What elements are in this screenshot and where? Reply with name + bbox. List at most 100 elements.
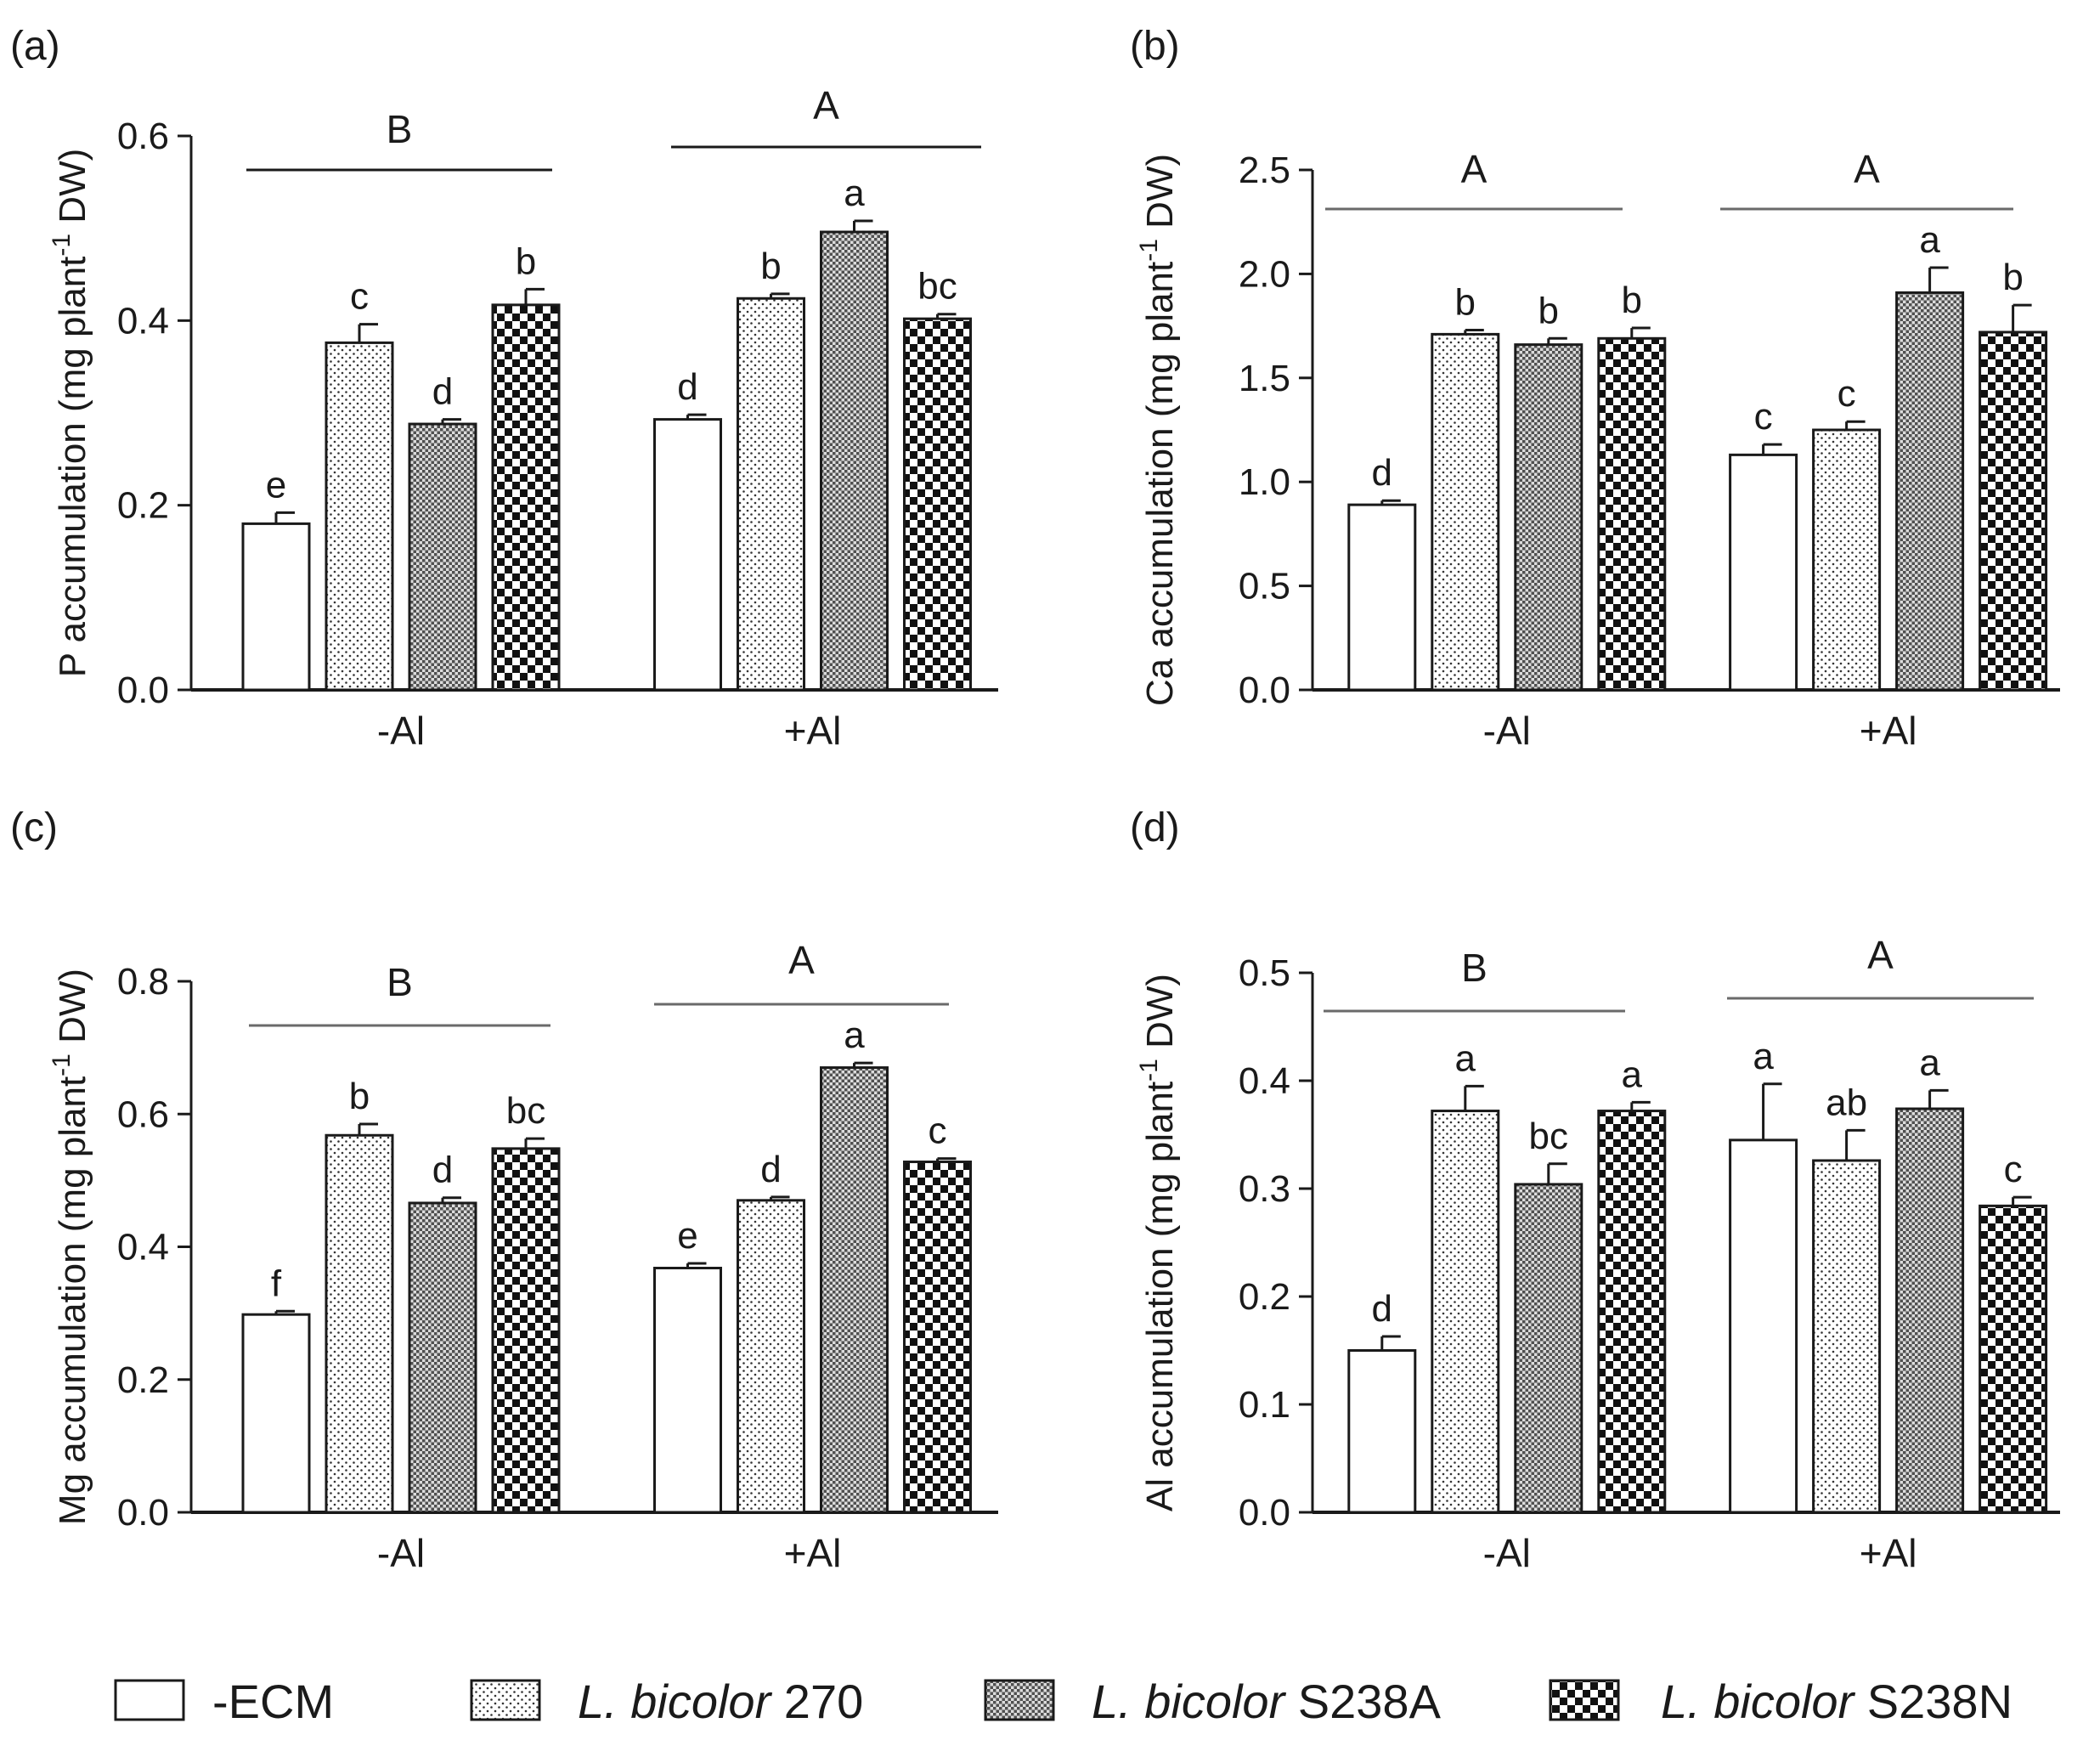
- significance-letter: d: [677, 366, 697, 408]
- y-tick-label: 0.3: [1239, 1168, 1290, 1210]
- y-tick-label: 2.0: [1239, 253, 1290, 295]
- significance-letter: b: [760, 246, 781, 287]
- bar: [1431, 332, 1500, 692]
- significance-letter: f: [271, 1263, 282, 1304]
- significance-letter: d: [760, 1149, 781, 1190]
- bar: [903, 317, 972, 692]
- bar: [1347, 1349, 1417, 1514]
- panel-label: (a): [10, 24, 60, 69]
- x-category-label: +Al: [784, 709, 842, 753]
- x-category-label: +Al: [1860, 1531, 1917, 1575]
- bar: [325, 1133, 394, 1514]
- legend-swatch: [984, 1679, 1055, 1721]
- significance-letter: e: [266, 464, 286, 506]
- bar: [1729, 1138, 1798, 1514]
- significance-letter: a: [844, 172, 865, 214]
- significance-letter: d: [432, 1150, 453, 1191]
- bar: [1979, 330, 2048, 692]
- legend-label: L. bicolor S238N: [1661, 1675, 2012, 1728]
- legend-swatch: [470, 1679, 541, 1721]
- x-category-label: -Al: [377, 709, 425, 753]
- chart-panel-c: (c) 0.0 0.2 0.4 0.6 0.8 Mg accumulation (mg pl…: [10, 805, 998, 1575]
- significance-letter: b: [1538, 290, 1559, 331]
- bar: [1812, 428, 1882, 692]
- group-letter: B: [387, 960, 413, 1004]
- significance-letter: bc: [917, 266, 957, 308]
- legend-swatch: [114, 1679, 185, 1721]
- y-axis-title: Mg accumulation (mg plant-1 DW): [48, 969, 93, 1525]
- bar: [653, 418, 722, 692]
- significance-letter: b: [349, 1076, 370, 1117]
- x-category-label: +Al: [784, 1531, 842, 1575]
- y-tick-label: 0.1: [1239, 1384, 1290, 1426]
- bar: [1431, 1110, 1500, 1514]
- y-tick-label: 0.0: [117, 1492, 169, 1534]
- y-tick-label: 0.5: [1239, 566, 1290, 607]
- group-letter: A: [813, 83, 839, 127]
- group-letter: A: [788, 938, 815, 982]
- significance-letter: a: [1753, 1036, 1774, 1077]
- bar: [903, 1161, 972, 1514]
- legend-label: L. bicolor S238A: [1092, 1675, 1442, 1728]
- y-tick-label: 0.6: [117, 116, 169, 157]
- bar: [1597, 1110, 1667, 1514]
- y-tick-label: 1.5: [1239, 358, 1290, 399]
- bar: [491, 1147, 561, 1514]
- y-tick-label: 0.0: [117, 669, 169, 711]
- bar: [1895, 1107, 1965, 1514]
- significance-letter: c: [2004, 1149, 2023, 1190]
- bar: [1895, 291, 1965, 692]
- significance-letter: c: [929, 1110, 947, 1152]
- significance-letter: c: [1754, 396, 1773, 438]
- bar: [408, 422, 477, 692]
- y-tick-label: 0.4: [1239, 1060, 1290, 1102]
- bar: [820, 1066, 889, 1514]
- y-tick-label: 2.5: [1239, 150, 1290, 191]
- legend-item: -ECM: [114, 1675, 334, 1728]
- chart-panel-d: (d) 0.0 0.1 0.2 0.3 0.4 0.5 Al accumulation (mg…: [1130, 805, 2060, 1575]
- significance-letter: c: [1838, 373, 1856, 415]
- significance-letter: a: [1455, 1037, 1476, 1079]
- y-tick-label: 0.2: [117, 485, 169, 527]
- y-tick-label: 0.0: [1239, 669, 1290, 711]
- bar: [1514, 343, 1583, 692]
- group-letter: A: [1461, 147, 1488, 191]
- significance-letter: a: [1919, 1042, 1940, 1083]
- bar: [241, 522, 311, 692]
- group-letter: B: [387, 107, 413, 151]
- chart-panel-a: (a) 0.0 0.2 0.4 0.6 P accumulation (mg plant-…: [10, 24, 998, 753]
- significance-letter: d: [1372, 1288, 1392, 1330]
- significance-letter: a: [1919, 219, 1940, 261]
- bar: [737, 1199, 805, 1514]
- bar: [1514, 1183, 1583, 1514]
- chart-panel-b: (b) 0.0 0.5 1.0 1.5 2.0 2.5 Ca accumulation (mg…: [1130, 24, 2060, 753]
- y-tick-label: 0.4: [117, 300, 169, 342]
- legend-label: -ECM: [212, 1675, 334, 1728]
- bar: [1597, 336, 1667, 692]
- legend-swatch: [1549, 1679, 1620, 1721]
- significance-letter: c: [350, 276, 369, 318]
- bar: [737, 297, 805, 692]
- y-tick-label: 0.2: [1239, 1276, 1290, 1318]
- bar: [1347, 503, 1417, 692]
- significance-letter: b: [1455, 281, 1476, 323]
- y-tick-label: 0.0: [1239, 1492, 1290, 1534]
- chart-panels: (a) 0.0 0.2 0.4 0.6 P accumulation (mg plant-…: [10, 24, 2060, 1575]
- significance-letter: ab: [1826, 1082, 1867, 1123]
- group-letter: A: [1867, 933, 1894, 977]
- bar: [653, 1267, 722, 1514]
- group-letter: A: [1854, 147, 1880, 191]
- x-category-label: -Al: [1483, 1531, 1531, 1575]
- panel-label: (b): [1130, 24, 1180, 69]
- bar: [1812, 1159, 1882, 1514]
- bar: [1729, 453, 1798, 692]
- significance-letter: d: [1372, 452, 1392, 494]
- x-category-label: -Al: [377, 1531, 425, 1575]
- significance-letter: b: [1622, 280, 1642, 321]
- significance-letter: a: [1622, 1054, 1643, 1095]
- y-tick-label: 1.0: [1239, 461, 1290, 503]
- y-tick-label: 0.6: [117, 1093, 169, 1135]
- significance-letter: a: [844, 1014, 865, 1056]
- bar: [325, 341, 394, 692]
